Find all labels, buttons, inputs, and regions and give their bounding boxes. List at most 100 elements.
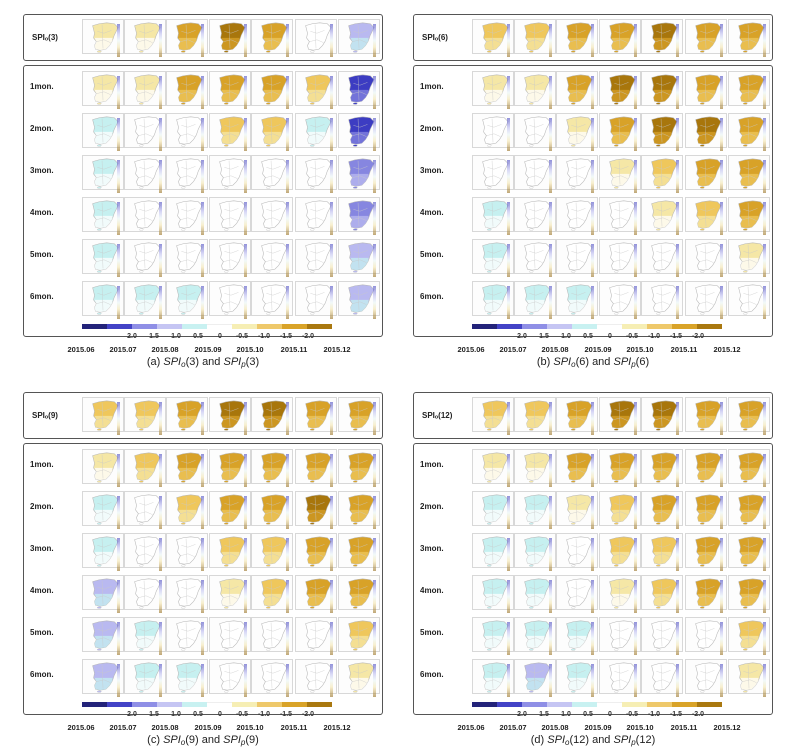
forecast-map-6mon-2015.12: [338, 281, 380, 319]
forecast-map-3mon-2015.10: [251, 155, 293, 193]
peninsula-shape: [305, 158, 332, 187]
mini-colorbar: [117, 286, 120, 319]
peninsula-shape: [261, 662, 288, 691]
province-lines: [138, 244, 154, 269]
mini-colorbar: [720, 160, 723, 193]
forecast-map-3mon-2015.06: [82, 533, 124, 571]
forecast-map-5mon-2015.08-svg: [176, 242, 203, 273]
mini-colorbar: [591, 24, 594, 57]
forecast-map-5mon-2015.12-svg: [738, 242, 765, 273]
colorbar-tick-label: 2.0: [517, 333, 527, 340]
mini-colorbar: [507, 286, 510, 319]
forecast-map-6mon-2015.12: [728, 281, 770, 319]
mini-colorbar: [373, 244, 376, 277]
mini-colorbar: [763, 202, 766, 235]
jeju-shape: [528, 186, 534, 189]
observed-map-2015.07-svg: [134, 22, 161, 53]
colorbar-tick-label: -1.5: [279, 333, 293, 340]
province-lines: [486, 160, 502, 185]
forecast-map-1mon-2015.11: [295, 449, 337, 487]
jeju-shape: [613, 564, 619, 567]
province-lines: [742, 76, 758, 101]
peninsula-shape: [261, 242, 288, 271]
month-label: 2015.08: [151, 723, 179, 732]
mini-colorbar: [676, 76, 679, 109]
mini-colorbar: [507, 202, 510, 235]
jeju-shape: [742, 690, 748, 693]
province-lines: [742, 160, 758, 185]
mini-colorbar: [549, 244, 552, 277]
map-row: 1mon.: [24, 446, 384, 487]
province-lines: [570, 244, 586, 269]
forecast-map-4mon-2015.07: [124, 575, 166, 613]
jeju-shape: [96, 102, 102, 105]
forecast-map-6mon-2015.11-svg: [305, 662, 332, 693]
jeju-shape: [138, 648, 144, 651]
peninsula-shape: [609, 662, 636, 691]
observed-map-2015.12: [728, 397, 770, 435]
peninsula-shape: [305, 22, 332, 51]
colorbar-tick-label: -0.5: [625, 333, 639, 340]
forecast-map-5mon-2015.10-svg: [651, 620, 678, 651]
map-row: 5mon.: [24, 614, 384, 655]
jeju-shape: [655, 186, 661, 189]
colorbar-segment: [257, 324, 282, 329]
observed-map-2015.06: [472, 397, 514, 435]
mini-colorbar: [117, 538, 120, 571]
jeju-shape: [265, 480, 271, 483]
jeju-shape: [742, 186, 748, 189]
forecast-map-3mon-2015.09-svg: [219, 158, 246, 189]
province-lines: [138, 402, 154, 427]
province-lines: [180, 622, 196, 647]
province-lines: [570, 24, 586, 49]
jeju-shape: [138, 312, 144, 315]
forecast-map-4mon-2015.09-svg: [609, 200, 636, 231]
month-label: 2015.10: [236, 723, 264, 732]
jeju-shape: [265, 428, 271, 431]
forecast-map-5mon-2015.12-svg: [348, 620, 375, 651]
province-lines: [138, 118, 154, 143]
caption-part: o: [565, 738, 570, 747]
jeju-shape: [180, 102, 186, 105]
jeju-shape: [570, 50, 576, 53]
forecast-map-4mon-2015.10: [251, 197, 293, 235]
jeju-shape: [138, 228, 144, 231]
mini-colorbar: [720, 244, 723, 277]
month-label: 2015.11: [670, 345, 698, 354]
forecast-map-5mon-2015.08: [556, 617, 598, 655]
colorbar-tick-label: -1.5: [669, 333, 683, 340]
jeju-shape: [265, 144, 271, 147]
jeju-shape: [223, 606, 229, 609]
observed-map-2015.07: [514, 19, 556, 57]
jeju-shape: [699, 144, 705, 147]
jeju-shape: [486, 522, 492, 525]
jeju-shape: [699, 480, 705, 483]
observed-map-2015.11: [295, 19, 337, 57]
colorbar-tick-label: -1.5: [279, 711, 293, 718]
colorbar-gradient: [472, 324, 722, 329]
mini-colorbar: [549, 454, 552, 487]
jeju-shape: [528, 648, 534, 651]
province-lines: [699, 664, 715, 689]
forecast-map-1mon-2015.11-svg: [695, 452, 722, 483]
province-lines: [742, 454, 758, 479]
peninsula-shape: [305, 242, 332, 271]
jeju-shape: [528, 50, 534, 53]
forecast-map-6mon-2015.12-svg: [348, 662, 375, 693]
forecast-map-6mon-2015.10-svg: [651, 662, 678, 693]
caption-part: p: [240, 738, 246, 747]
forecast-map-4mon-2015.06-svg: [482, 578, 509, 609]
forecast-map-1mon-2015.06: [82, 449, 124, 487]
peninsula-shape: [695, 284, 722, 313]
jeju-shape: [655, 102, 661, 105]
province-lines: [613, 286, 629, 311]
jeju-shape: [180, 690, 186, 693]
mini-colorbar: [720, 118, 723, 151]
jeju-shape: [570, 428, 576, 431]
mini-colorbar: [159, 622, 162, 655]
province-lines: [742, 118, 758, 143]
mini-colorbar: [373, 402, 376, 435]
province-lines: [699, 622, 715, 647]
observed-map-2015.06-svg: [92, 400, 119, 431]
caption-part: (6) and: [575, 356, 614, 368]
